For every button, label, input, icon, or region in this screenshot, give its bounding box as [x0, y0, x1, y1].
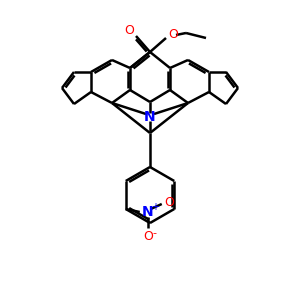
Text: O: O — [168, 28, 178, 41]
Text: O: O — [124, 25, 134, 38]
Text: N: N — [144, 110, 156, 124]
Text: O: O — [164, 196, 174, 208]
Text: +: + — [151, 202, 159, 212]
Text: N: N — [142, 205, 154, 219]
Text: O: O — [143, 230, 153, 242]
Text: -: - — [153, 228, 157, 238]
